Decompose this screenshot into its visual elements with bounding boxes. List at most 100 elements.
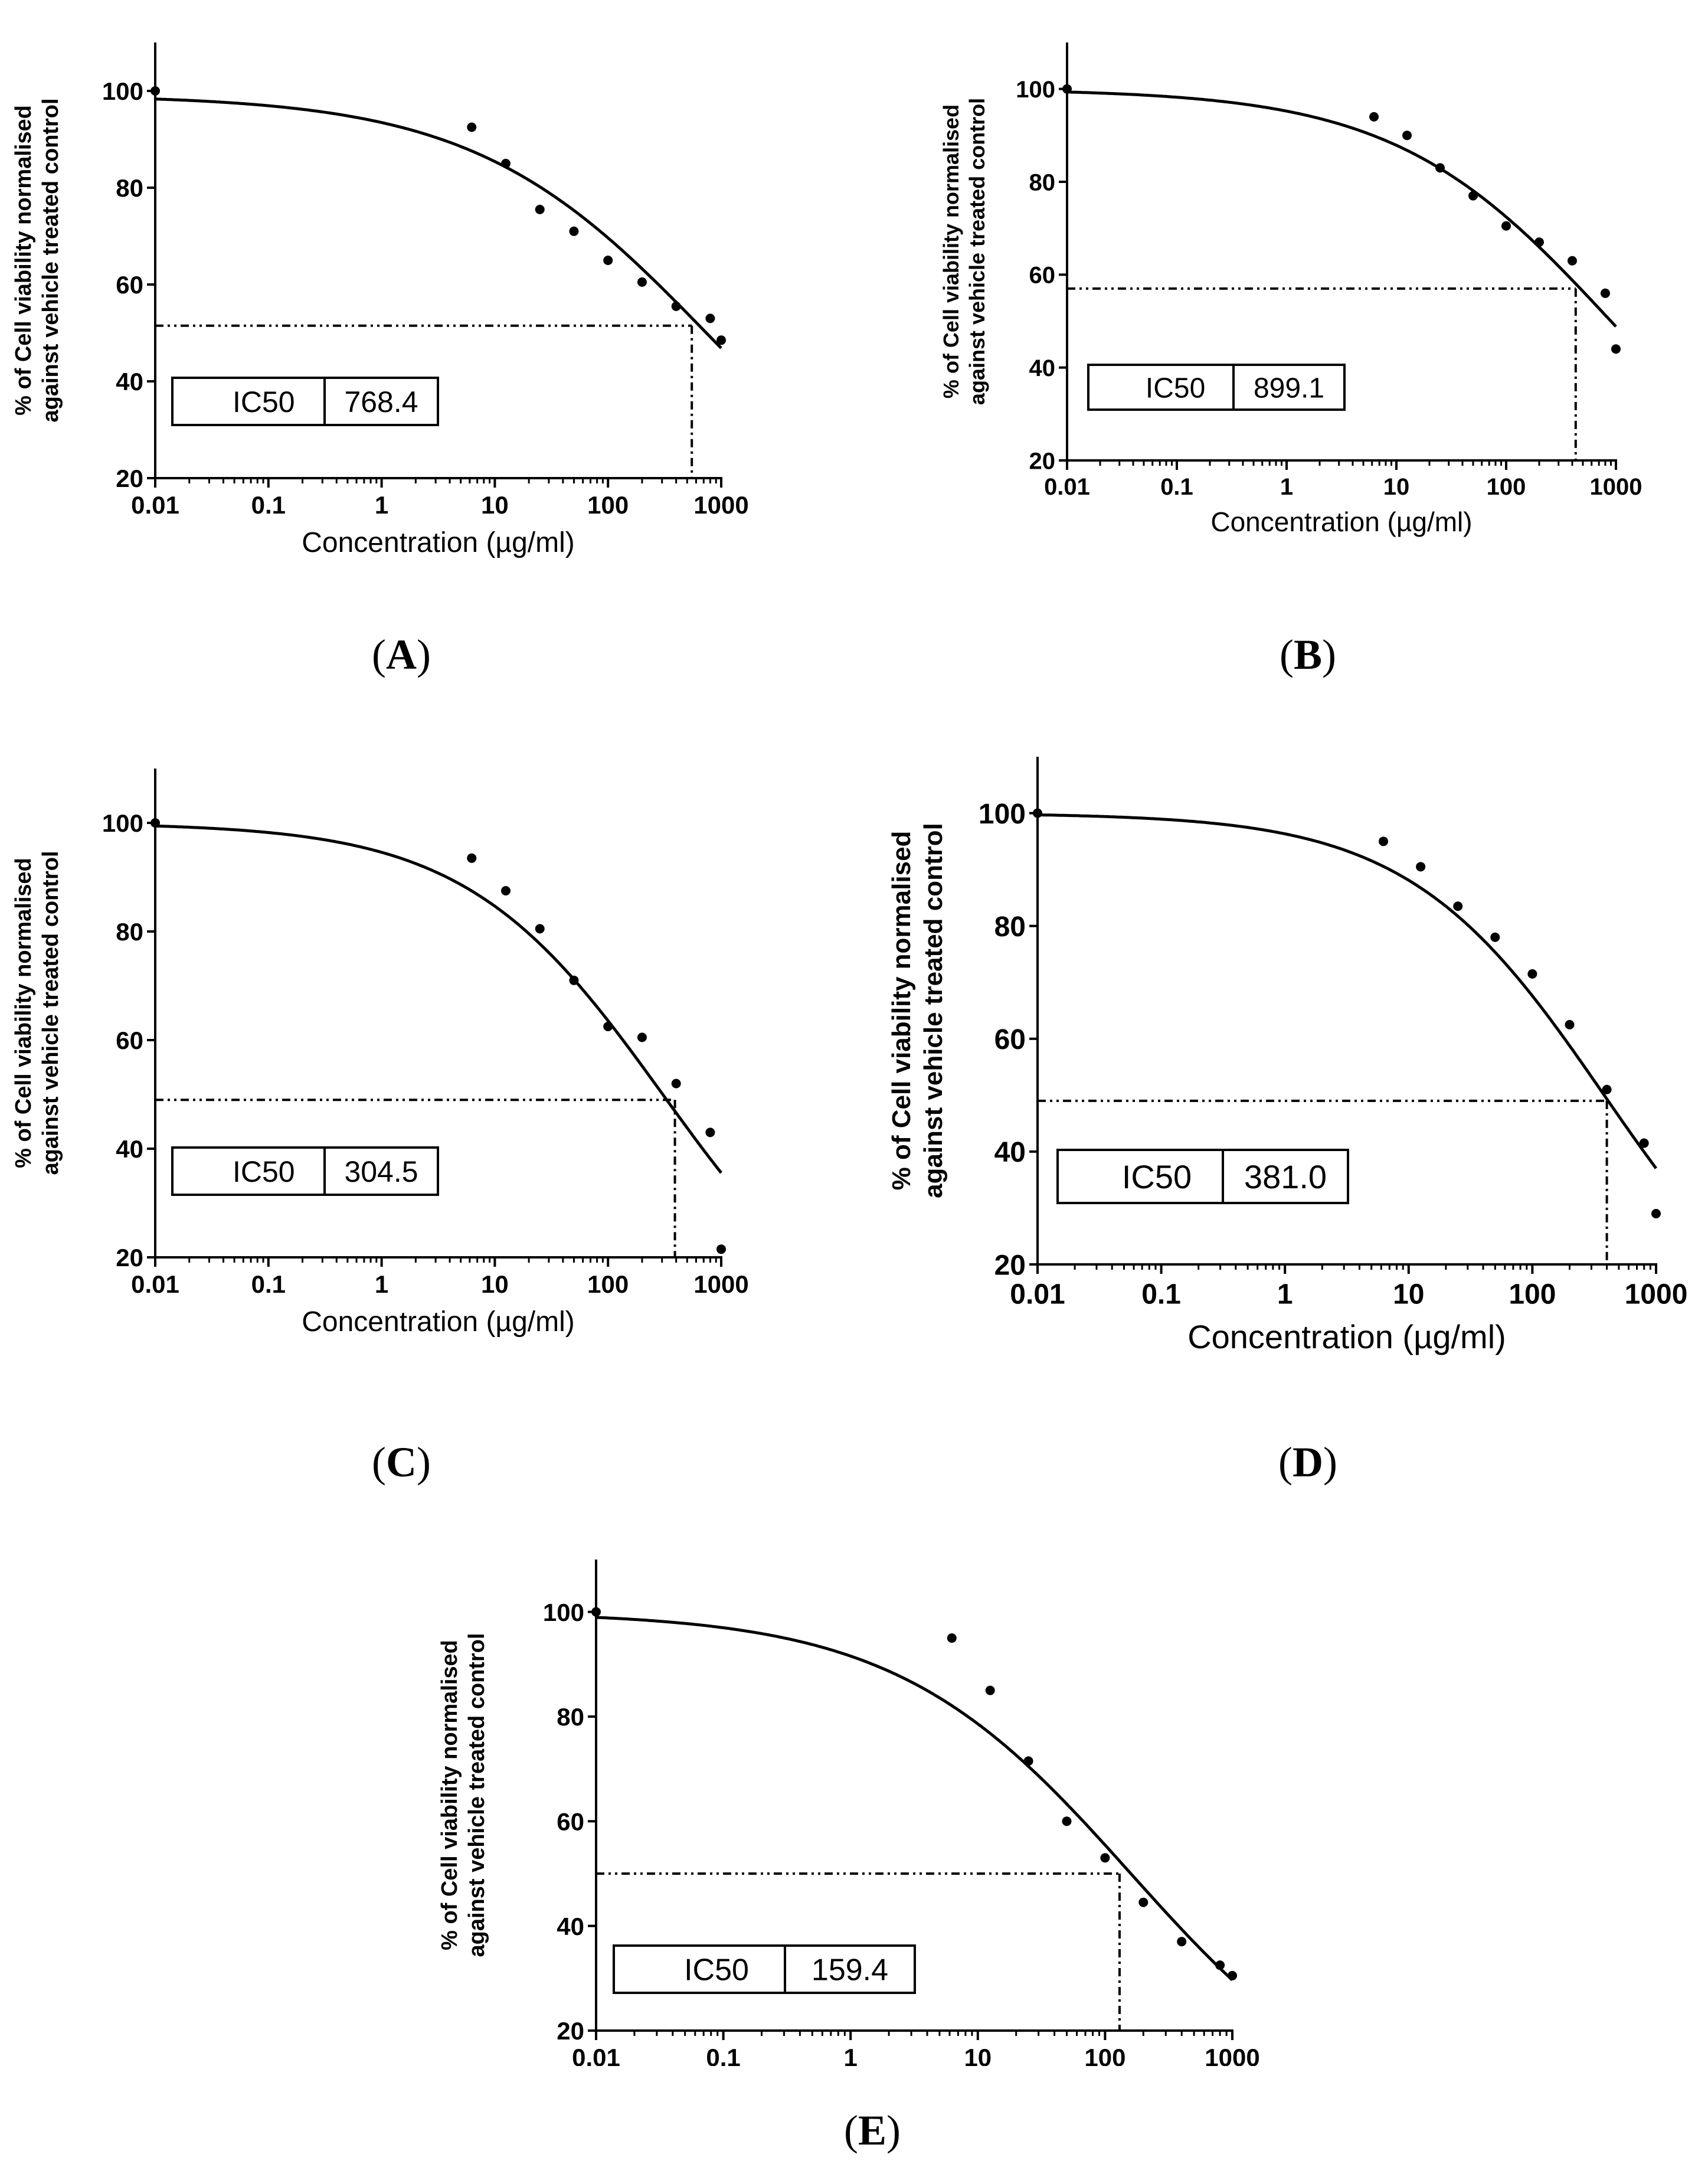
y-tick-label: 80 xyxy=(116,174,143,202)
data-point xyxy=(1369,112,1379,122)
y-tick-label: 100 xyxy=(1016,77,1055,103)
x-tick-label: 1 xyxy=(375,491,388,519)
data-point xyxy=(500,159,511,168)
data-point xyxy=(947,1633,957,1643)
data-point xyxy=(535,924,545,934)
data-point xyxy=(1177,1937,1187,1947)
y-axis-title-line-1: % of Cell viability normalised xyxy=(939,104,963,398)
y-tick-label: 40 xyxy=(116,368,143,395)
fit-curve xyxy=(1037,813,1658,1169)
x-tick-label: 0.1 xyxy=(1160,474,1193,500)
data-point xyxy=(1534,237,1544,247)
y-tick-label: 80 xyxy=(1029,169,1056,195)
ic50-value: 304.5 xyxy=(344,1155,418,1188)
ic50-value: 159.4 xyxy=(812,1953,888,1988)
ic50-box xyxy=(613,1944,916,1994)
panel-label-b: (B) xyxy=(1280,631,1336,678)
fit-curve xyxy=(595,1616,1233,1982)
x-tick-label: 10 xyxy=(1393,1279,1424,1310)
data-point xyxy=(637,277,647,287)
x-tick-label: 1000 xyxy=(1205,2044,1259,2066)
chart-panel-d: 20 40 60 80 100 0.01 0.1 1 10 100 1000 Concentratio… xyxy=(885,726,1708,1399)
y-tick-label: 40 xyxy=(116,1135,143,1163)
panel-label-e: (E) xyxy=(844,2107,901,2154)
y-tick-label: 60 xyxy=(116,271,143,299)
data-point xyxy=(150,86,160,96)
x-tick-label: 100 xyxy=(1084,2044,1125,2066)
data-point xyxy=(1228,1970,1237,1980)
data-point xyxy=(467,122,477,132)
data-point xyxy=(1565,1019,1575,1029)
y-tick-label: 20 xyxy=(1029,448,1056,474)
x-tick-label: 0.01 xyxy=(1044,474,1090,500)
y-axis-title-line-2: against vehicle treated control xyxy=(38,98,63,422)
x-tick-label: 0.01 xyxy=(572,2044,620,2066)
x-tick-label: 10 xyxy=(481,1270,509,1298)
data-point xyxy=(1062,84,1072,94)
data-point xyxy=(603,256,613,265)
y-tick-label: 20 xyxy=(116,465,143,492)
y-tick-label: 60 xyxy=(1029,263,1056,289)
data-point xyxy=(1033,808,1042,818)
chart-panel-b: 20 40 60 80 100 0.01 0.1 1 10 100 1000 Concentratio… xyxy=(909,0,1708,626)
data-point xyxy=(1490,932,1500,942)
ic50-label: IC50 xyxy=(1122,1158,1192,1195)
data-point xyxy=(637,1032,647,1042)
x-tick-label: 1 xyxy=(375,1270,388,1298)
data-point xyxy=(985,1685,995,1695)
ic50-value: 381.0 xyxy=(1244,1158,1327,1195)
x-axis-title: Concentration (µg/ml) xyxy=(1187,1318,1506,1355)
fit-curve xyxy=(155,824,722,1174)
x-axis-title: Concentration (µg/ml) xyxy=(302,1306,575,1338)
x-tick-label: 0.01 xyxy=(1010,1279,1065,1310)
ic50-label: IC50 xyxy=(684,1953,749,1988)
data-point xyxy=(569,226,579,236)
data-point xyxy=(1402,130,1412,140)
x-tick-label: 10 xyxy=(481,491,509,519)
y-tick-label: 20 xyxy=(994,1250,1026,1281)
ic50-box xyxy=(171,377,439,426)
x-tick-label: 0.1 xyxy=(706,2044,740,2066)
data-point xyxy=(603,1022,613,1031)
ic50-value: 768.4 xyxy=(344,385,418,419)
panel-label-c: (C) xyxy=(372,1439,431,1486)
data-point xyxy=(1527,969,1537,979)
y-tick-label: 80 xyxy=(116,918,143,946)
y-axis-title-line-1: % of Cell viability normalised xyxy=(887,831,916,1191)
y-axis-title-line-1: % of Cell viability normalised xyxy=(437,1640,462,1950)
x-tick-label: 1 xyxy=(1277,1279,1293,1310)
chart-panel-e: 204060801000.010.11101001000Concentratio… xyxy=(425,1523,1310,2066)
data-point xyxy=(1453,901,1463,911)
x-tick-label: 10 xyxy=(964,2044,992,2066)
y-tick-label: 100 xyxy=(102,77,143,105)
ic50-label: IC50 xyxy=(233,385,295,419)
data-point xyxy=(705,1127,715,1137)
data-point xyxy=(716,335,726,345)
x-axis-title: Concentration (µg/ml) xyxy=(302,527,575,558)
x-axis-title: Concentration (µg/ml) xyxy=(1210,506,1472,537)
y-tick-label: 100 xyxy=(102,809,143,837)
x-tick-label: 10 xyxy=(1383,474,1410,500)
data-point xyxy=(467,853,477,863)
y-axis-title-line-1: % of Cell viability normalised xyxy=(11,858,36,1168)
y-axis-title-line-2: against vehicle treated control xyxy=(464,1633,489,1957)
data-point xyxy=(1611,344,1621,354)
data-point xyxy=(716,1244,726,1254)
ic50-box xyxy=(171,1146,439,1196)
x-tick-label: 100 xyxy=(587,1270,629,1298)
x-tick-label: 100 xyxy=(1509,1279,1556,1310)
x-tick-label: 100 xyxy=(587,491,629,519)
fit-curve xyxy=(155,97,722,349)
data-point xyxy=(1023,1756,1033,1766)
chart-panel-a: 20 40 60 80 100 0.01 0.1 1 10 100 1000 Concentratio… xyxy=(0,0,814,626)
data-point xyxy=(671,301,681,311)
x-tick-label: 0.01 xyxy=(131,491,179,519)
x-tick-label: 0.01 xyxy=(131,1270,179,1298)
data-point xyxy=(535,204,545,214)
data-point xyxy=(500,886,511,895)
x-tick-label: 0.1 xyxy=(251,491,286,519)
data-point xyxy=(1138,1897,1149,1907)
ic50-box xyxy=(1056,1149,1349,1204)
y-tick-label: 80 xyxy=(557,1703,584,1731)
x-tick-label: 1000 xyxy=(1590,474,1642,500)
